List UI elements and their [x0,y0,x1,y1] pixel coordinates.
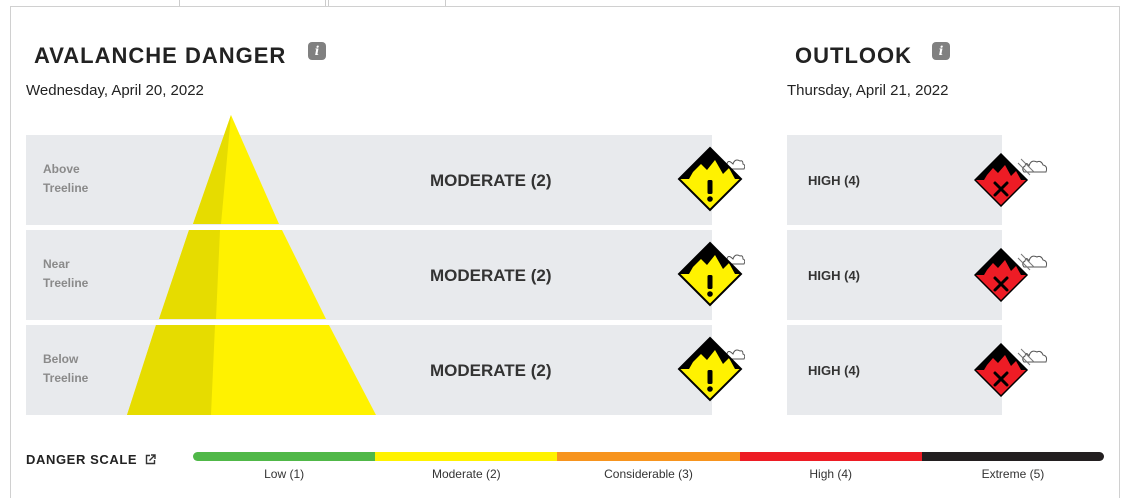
pyramid-middle-shade [159,230,220,319]
elevation-label-line1: Near [43,257,70,271]
tab-forecast[interactable] [22,0,180,7]
outlook-rating: HIGH (4) [808,363,860,378]
danger-scale-label: Considerable (3) [604,467,693,481]
elevation-label-line2: Treeline [43,181,89,195]
elevation-label: Below Treeline [43,350,88,388]
info-icon[interactable]: i [308,42,326,60]
elevation-label-line2: Treeline [43,276,89,290]
danger-scale-label: Moderate (2) [431,467,501,481]
danger-scale-label: High (4) [809,467,853,481]
info-icon[interactable]: i [932,42,950,60]
high-danger-icon [974,248,1050,302]
danger-scale-title: DANGER SCALE [26,452,138,467]
danger-scale-labels: Low (1) Moderate (2) Considerable (3) High … [193,467,1104,481]
forecast-panel [10,6,1120,498]
elevation-label: Above Treeline [43,160,88,198]
danger-row-above-treeline: Above Treeline MODERATE (2) [26,135,712,225]
high-danger-icon [974,343,1050,397]
moderate-danger-icon [677,241,745,309]
outlook-title: OUTLOOK [795,43,912,68]
outlook-rating: HIGH (4) [808,268,860,283]
elevation-label: Near Treeline [43,255,88,293]
outlook-row-below-treeline: HIGH (4) [787,325,1002,415]
danger-scale-segment [193,452,376,461]
danger-scale-segment [739,452,922,461]
danger-rating: MODERATE (2) [430,171,552,190]
elevation-label-line1: Below [43,352,79,366]
outlook-date: Thursday, April 21, 2022 [787,82,949,99]
moderate-danger-icon [677,336,745,404]
moderate-danger-icon [677,146,745,214]
elevation-pyramid [127,115,376,415]
outlook-rating: HIGH (4) [808,173,860,188]
danger-scale-label: Low (1) [264,467,305,481]
high-danger-icon [974,153,1050,207]
external-link-icon [146,454,157,465]
outlook-row-near-treeline: HIGH (4) [787,230,1002,320]
outlook-row-above-treeline: HIGH (4) [787,135,1002,225]
avalanche-danger-title: AVALANCHE DANGER [34,43,287,68]
danger-scale-segment [921,452,1104,461]
danger-scale-label: Extreme (5) [981,467,1045,481]
danger-row-near-treeline: Near Treeline MODERATE (2) [26,230,712,320]
danger-scale-link[interactable]: DANGER SCALE [26,452,157,467]
pyramid-bottom-shade [127,325,215,415]
danger-scale-bar [193,452,1104,461]
elevation-label-line1: Above [43,162,80,176]
danger-scale-segment [557,452,740,461]
elevation-label-line2: Treeline [43,371,89,385]
danger-date: Wednesday, April 20, 2022 [26,82,204,99]
danger-scale-segment [375,452,558,461]
danger-rating: MODERATE (2) [430,361,552,380]
pyramid-top-shade [193,115,231,224]
danger-rating: MODERATE (2) [430,266,552,285]
